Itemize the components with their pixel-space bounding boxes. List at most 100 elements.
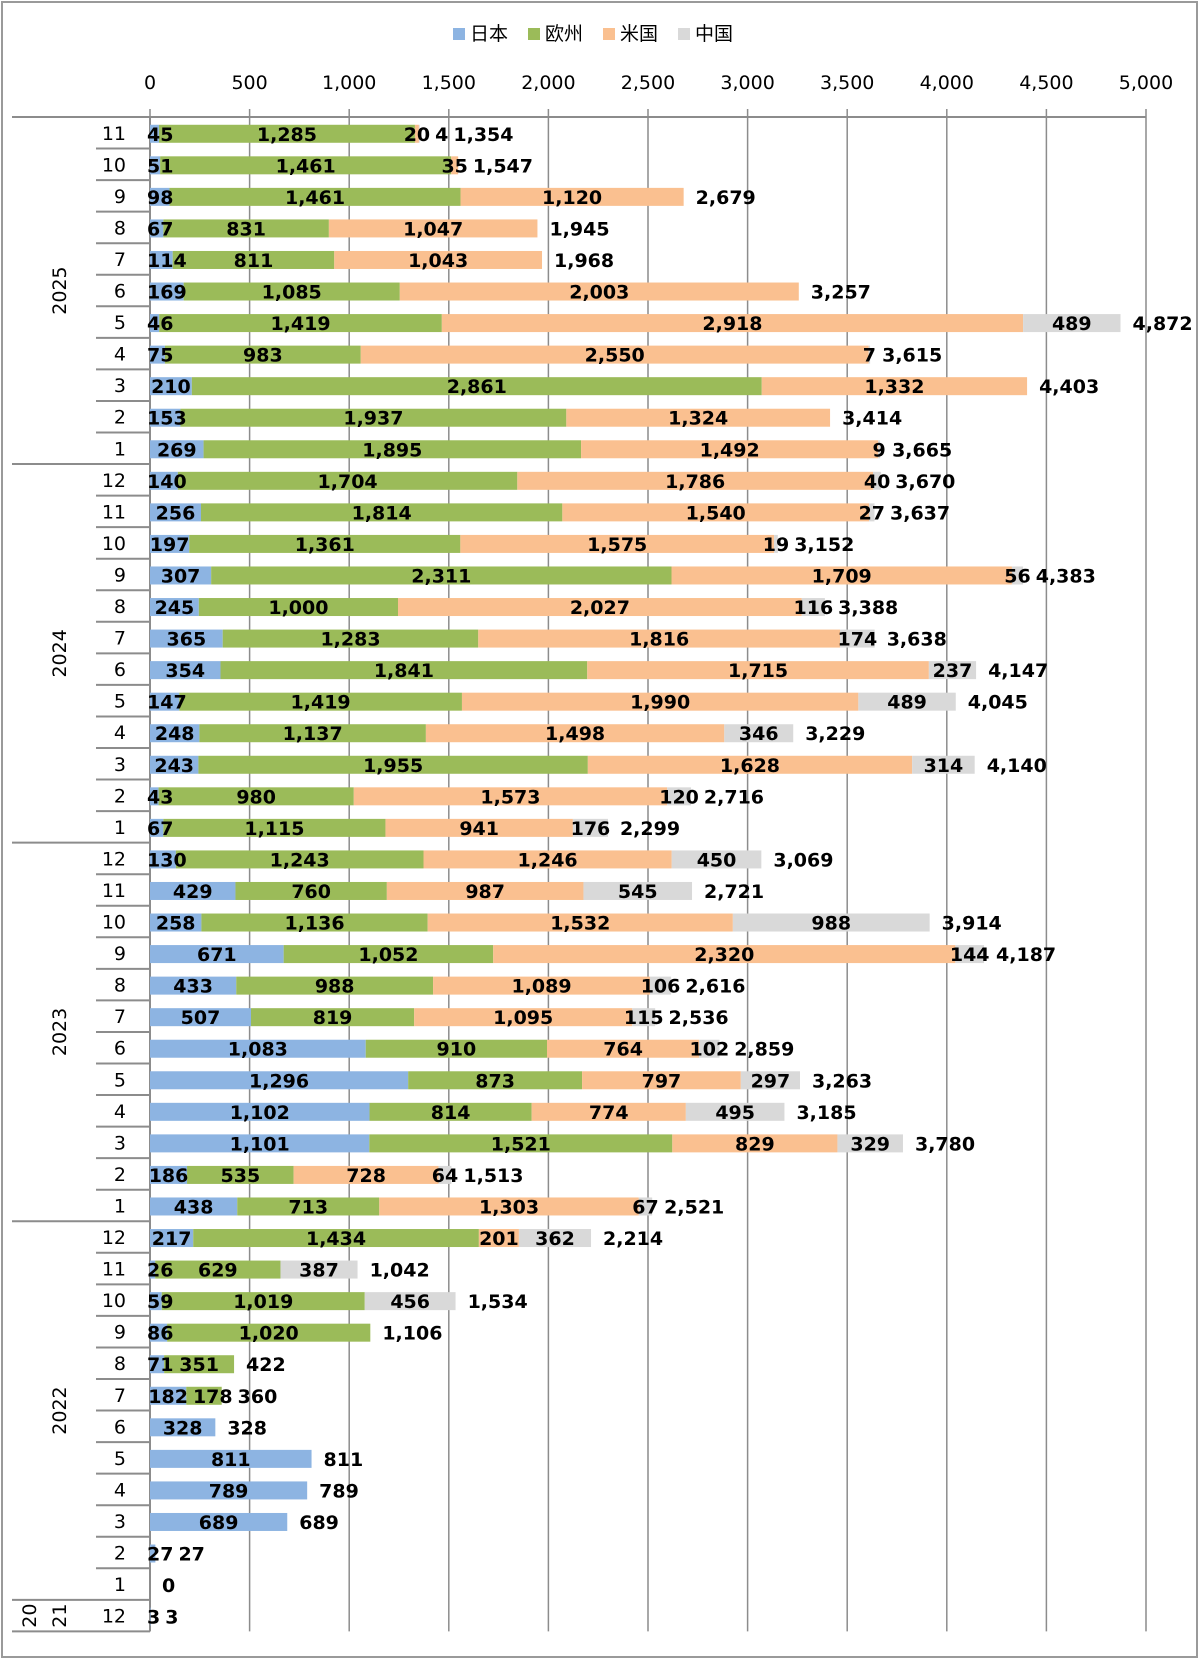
bar-segment-china xyxy=(840,629,875,648)
month-label: 7 xyxy=(114,628,126,650)
x-tick-label: 3,500 xyxy=(820,72,874,94)
bar-segment-europe xyxy=(198,598,399,617)
month-label: 12 xyxy=(102,1606,126,1628)
data-label: 671 xyxy=(197,944,237,966)
bar-segment-japan xyxy=(150,156,161,175)
data-label: 351 xyxy=(179,1354,219,1376)
bar-segment-japan xyxy=(150,1008,251,1027)
data-label: 43 xyxy=(147,786,173,808)
data-label: 237 xyxy=(933,660,973,682)
month-label: 5 xyxy=(114,691,126,713)
bar-segment-us xyxy=(461,692,859,711)
month-label: 4 xyxy=(114,1101,126,1123)
data-label: 988 xyxy=(811,913,851,935)
x-tick-label: 3,000 xyxy=(720,72,774,94)
data-label: 71 xyxy=(147,1354,173,1376)
data-label: 941 xyxy=(459,818,499,840)
total-label: 1,106 xyxy=(382,1323,442,1345)
data-label: 988 xyxy=(315,976,355,998)
year-label: 21 xyxy=(49,1604,71,1628)
month-label: 9 xyxy=(114,943,126,965)
total-label: 3,914 xyxy=(942,913,1002,935)
month-label: 2 xyxy=(114,785,126,807)
bar-segment-europe xyxy=(201,913,428,932)
data-label: 983 xyxy=(243,345,283,367)
bar-segment-europe xyxy=(365,1039,548,1058)
total-label: 4,403 xyxy=(1039,376,1099,398)
data-label: 387 xyxy=(299,1260,339,1282)
data-label: 1,283 xyxy=(320,629,380,651)
bar-segment-japan xyxy=(150,471,178,490)
data-label: 1,089 xyxy=(511,976,571,998)
data-label: 1,136 xyxy=(284,913,344,935)
data-label: 169 xyxy=(147,282,187,304)
data-label: 297 xyxy=(751,1070,791,1092)
data-label: 329 xyxy=(850,1133,890,1155)
data-label: 980 xyxy=(236,786,276,808)
month-label: 7 xyxy=(114,249,126,271)
total-label: 2,536 xyxy=(669,1007,729,1029)
bar-segment-us xyxy=(460,187,684,206)
data-label: 811 xyxy=(211,1449,251,1471)
total-label: 4,147 xyxy=(988,660,1048,682)
bar-segment-japan xyxy=(150,1039,366,1058)
legend-label: 日本 xyxy=(470,23,508,45)
total-label: 422 xyxy=(246,1354,286,1376)
bar-segment-japan xyxy=(150,818,164,837)
bar-segment-us xyxy=(353,787,668,806)
bar-segment-us xyxy=(399,282,799,301)
month-label: 7 xyxy=(114,1006,126,1028)
data-label: 1,786 xyxy=(665,471,725,493)
bar-segment-us xyxy=(478,1229,519,1248)
bar-segment-china xyxy=(868,345,871,364)
bar-segment-europe xyxy=(179,692,462,711)
month-label: 11 xyxy=(102,880,126,902)
bar-segment-japan xyxy=(150,503,201,522)
bar-segment-us xyxy=(334,250,543,269)
bar-segment-china xyxy=(671,850,762,869)
month-label: 11 xyxy=(102,501,126,523)
data-label: 1,841 xyxy=(374,660,434,682)
data-label: 1,521 xyxy=(491,1133,551,1155)
data-label: 51 xyxy=(147,155,173,177)
data-label: 354 xyxy=(165,660,205,682)
data-label: 7 xyxy=(863,345,876,367)
data-label: 40 xyxy=(864,471,890,493)
bar-segment-japan xyxy=(150,1102,370,1121)
data-label: 217 xyxy=(152,1228,192,1250)
data-label: 27 xyxy=(859,502,885,524)
bar-segment-us xyxy=(451,156,459,175)
month-label: 10 xyxy=(102,154,126,176)
bar-segment-us xyxy=(414,124,419,143)
data-label: 713 xyxy=(288,1196,328,1218)
bar-segment-europe xyxy=(189,534,461,553)
data-label: 59 xyxy=(147,1291,173,1313)
data-label: 1,296 xyxy=(249,1070,309,1092)
data-label: 1,115 xyxy=(244,818,304,840)
month-label: 10 xyxy=(102,1290,126,1312)
data-label: 535 xyxy=(221,1165,261,1187)
total-label: 4,383 xyxy=(1036,565,1096,587)
total-label: 3,185 xyxy=(796,1102,856,1124)
data-label: 1,990 xyxy=(630,692,690,714)
bar-segment-japan xyxy=(150,566,212,585)
bar-segment-us xyxy=(531,1102,686,1121)
month-label: 12 xyxy=(102,1227,126,1249)
bar-segment-japan xyxy=(150,250,173,269)
data-label: 1,937 xyxy=(343,408,403,430)
bar-segment-china xyxy=(869,503,875,522)
month-label: 5 xyxy=(114,1448,126,1470)
data-label: 140 xyxy=(147,471,187,493)
year-label: 2025 xyxy=(49,266,71,314)
bar-segment-europe xyxy=(211,566,672,585)
total-label: 27 xyxy=(178,1544,204,1566)
bar-segment-us xyxy=(398,598,802,617)
bar-segment-japan xyxy=(150,314,160,333)
bars xyxy=(150,124,1121,1626)
bar-segment-japan xyxy=(150,692,180,711)
data-label: 1,020 xyxy=(239,1323,299,1345)
data-label: 1,332 xyxy=(864,376,924,398)
bar-segment-europe xyxy=(159,314,442,333)
data-label: 176 xyxy=(571,818,611,840)
data-label: 489 xyxy=(887,692,927,714)
